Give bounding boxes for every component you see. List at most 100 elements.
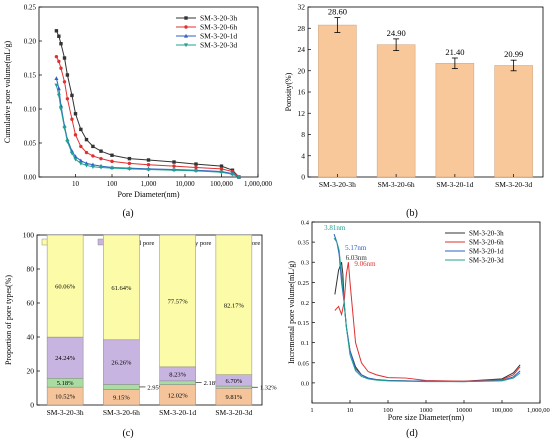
y-tick-label: 0.00	[24, 174, 37, 182]
data-point	[172, 168, 177, 173]
data-point	[146, 158, 151, 162]
caption-b: (b)	[406, 208, 418, 219]
y-tick-label: 0.3	[301, 260, 309, 267]
data-point	[127, 167, 132, 172]
series-line	[334, 262, 521, 382]
series-line	[55, 30, 240, 178]
data-point	[184, 16, 188, 20]
legend-label: SM-3-20-3h	[469, 230, 504, 238]
series-line	[333, 237, 521, 383]
y-tick-label: 0.25	[24, 4, 37, 12]
stacked-bar-segment	[103, 234, 140, 341]
y-tick-label: 20	[298, 66, 306, 75]
stacked-bar-segment	[46, 336, 84, 379]
value-label: 24.90	[387, 28, 406, 38]
data-point	[90, 165, 95, 169]
y-tick-label: 0	[301, 173, 305, 182]
legend-label: SM-3-20-3h	[200, 14, 237, 23]
data-point	[110, 166, 114, 171]
data-point	[56, 93, 61, 98]
y-tick-label: 80	[27, 265, 35, 274]
peak-annotation: 6.03nm	[346, 254, 368, 262]
data-point	[99, 149, 103, 153]
segment-label: 60.06%	[55, 284, 76, 291]
segment-label: 77.57%	[168, 298, 189, 305]
data-point	[79, 144, 83, 149]
data-point	[62, 56, 67, 60]
x-tick-label: 10000	[456, 407, 472, 414]
data-point	[84, 137, 89, 142]
data-point	[184, 33, 188, 38]
data-point	[91, 154, 95, 158]
data-point	[230, 172, 235, 177]
data-point	[146, 163, 151, 167]
bar	[435, 63, 475, 178]
y-axis-label: Incremental pore volume(mL/g)	[287, 261, 296, 364]
bar	[376, 44, 416, 178]
legend-label: SM-3-20-3d	[200, 41, 237, 50]
y-tick-label: 20	[27, 367, 35, 376]
y-axis-label: Cumulative pore volume(mL/g)	[3, 41, 12, 144]
data-point	[236, 175, 241, 180]
x-tick-label: 10	[72, 180, 80, 188]
y-tick-label: 12	[298, 109, 306, 118]
y-tick-label: 0.05	[24, 140, 37, 148]
y-tick-label: 0.25	[298, 280, 309, 287]
x-tick-label: 100,000	[210, 180, 233, 188]
data-point	[69, 151, 74, 156]
stacked-bar-segment	[159, 380, 196, 385]
data-point	[65, 97, 70, 101]
category-label: SM-3-20-3h	[319, 180, 356, 189]
data-point	[127, 156, 132, 161]
data-point	[127, 161, 132, 166]
segment-label: 12.02%	[168, 392, 189, 399]
category-label: SM-3-20-3h	[47, 408, 84, 417]
x-tick-label: 10	[347, 407, 354, 414]
y-tick-label: 0.15	[298, 320, 309, 327]
y-tick-label: 32	[298, 3, 306, 12]
x-tick-label: 1	[310, 407, 313, 414]
caption-c: (c)	[122, 428, 133, 439]
segment-label: 10.52%	[55, 394, 76, 401]
segment-label: 8.23%	[169, 371, 186, 378]
stacked-bar-segment	[46, 234, 84, 338]
category-label: SM-3-20-3d	[495, 180, 532, 189]
legend-label: SM-3-20-6h	[469, 239, 504, 247]
series-line	[55, 85, 240, 178]
y-tick-label: 0.10	[24, 106, 37, 114]
data-point	[91, 144, 95, 149]
data-point	[70, 117, 74, 121]
panel-c-plot-area	[36, 234, 263, 406]
value-label: 21.40	[445, 47, 464, 57]
segment-label: 82.17%	[224, 302, 245, 309]
data-point	[219, 164, 224, 168]
segment-label: 5.18%	[57, 380, 74, 387]
data-point	[84, 150, 89, 155]
x-tick-label: 1000	[420, 407, 433, 414]
y-tick-label: 40	[27, 333, 35, 342]
y-tick-label: 0.2	[301, 300, 309, 307]
peak-annotation: 9.06nm	[354, 260, 376, 268]
data-point	[172, 160, 176, 164]
y-tick-label: 24	[298, 45, 306, 54]
series-line	[55, 78, 240, 178]
category-label: SM-3-20-6h	[378, 180, 415, 189]
data-point	[59, 42, 63, 46]
data-point	[59, 66, 63, 70]
data-point	[73, 157, 78, 162]
segment-label: 26.26%	[111, 360, 132, 367]
data-point	[62, 80, 67, 84]
data-point	[184, 25, 188, 29]
data-point	[54, 83, 59, 88]
segment-label: 6.70%	[225, 378, 242, 385]
panel-a-cumulative-pore-volume: 0.00 0.05 0.10 0.15 0.20 0.25 10 100 1,000 10,000…	[3, 4, 273, 200]
category-label: SM-3-20-6h	[103, 408, 140, 417]
data-point	[99, 156, 103, 161]
x-tick-label: 1,000	[141, 180, 157, 188]
data-point	[65, 73, 70, 77]
data-point	[184, 43, 188, 48]
y-tick-label: 60	[27, 299, 35, 308]
data-point	[70, 93, 74, 98]
